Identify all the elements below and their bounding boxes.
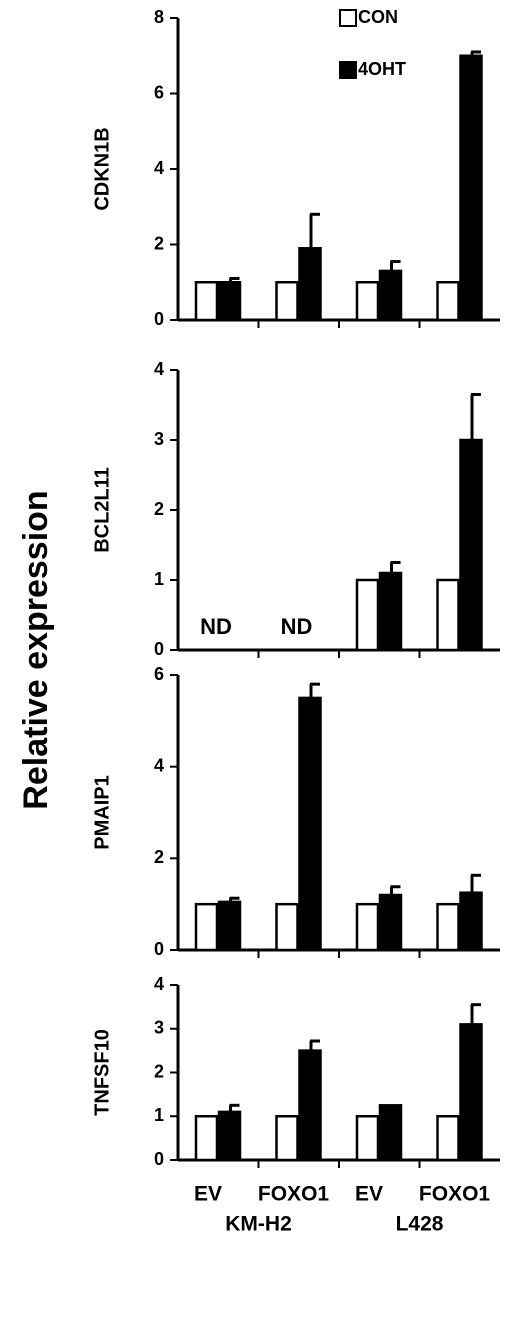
bar [275,281,299,322]
legend-label: CON [358,7,398,27]
bar [217,1110,242,1162]
y-tick-label: 2 [154,499,164,519]
bar [298,696,322,952]
y-tick-label: 0 [154,309,164,329]
bar [194,902,219,952]
bar [378,893,403,952]
bar [355,902,380,952]
bar [217,281,242,322]
bar [275,902,299,952]
bar [298,247,322,322]
y-tick-label: 4 [154,974,164,994]
x-tick-label: EV [194,1183,222,1206]
y-tick-label: 6 [154,82,164,102]
bar [459,438,483,652]
y-tick-label: 8 [154,7,164,27]
bar [217,900,242,952]
y-tick-label: 6 [154,664,164,684]
bar [378,571,403,652]
annotation: ND [200,614,232,639]
y-tick-label: 1 [154,569,164,589]
bar [459,54,483,322]
bar [378,1104,403,1162]
y-tick-label: 0 [154,939,164,959]
bar [194,281,219,322]
figure-y-label: Relative expression [17,490,55,809]
legend-label: 4OHT [358,59,406,79]
y-tick-label: 3 [154,1018,164,1038]
y-tick-label: 1 [154,1105,164,1125]
y-axis-label: PMAIP1 [91,775,113,849]
y-axis-label: TNFSF10 [91,1029,113,1116]
y-tick-label: 3 [154,429,164,449]
bar [355,281,380,322]
y-tick-label: 0 [154,1149,164,1169]
bar [355,578,380,652]
bar [459,891,483,952]
legend-swatch [339,61,357,79]
legend-swatch [339,9,357,27]
y-tick-label: 2 [154,847,164,867]
bar [436,1115,460,1162]
bar [194,1115,219,1162]
x-tick-label: FOXO1 [258,1183,330,1206]
y-tick-label: 2 [154,233,164,253]
y-tick-label: 2 [154,1061,164,1081]
bar [436,902,460,952]
y-axis-label: CDKN1B [91,127,113,210]
y-tick-label: 0 [154,639,164,659]
bar [436,281,460,322]
bar [436,578,460,652]
bar [459,1023,483,1162]
bar [275,1115,299,1162]
y-axis-label: BCL2L11 [91,467,113,553]
x-tick-label: FOXO1 [419,1183,491,1206]
annotation: ND [281,614,313,639]
group-label: KM-H2 [225,1213,292,1236]
bar [378,269,403,322]
x-tick-label: EV [355,1183,383,1206]
y-tick-label: 4 [154,158,164,178]
bar [298,1049,322,1162]
group-label: L428 [396,1213,444,1236]
y-tick-label: 4 [154,755,164,775]
bar [355,1115,380,1162]
y-tick-label: 4 [154,359,164,379]
